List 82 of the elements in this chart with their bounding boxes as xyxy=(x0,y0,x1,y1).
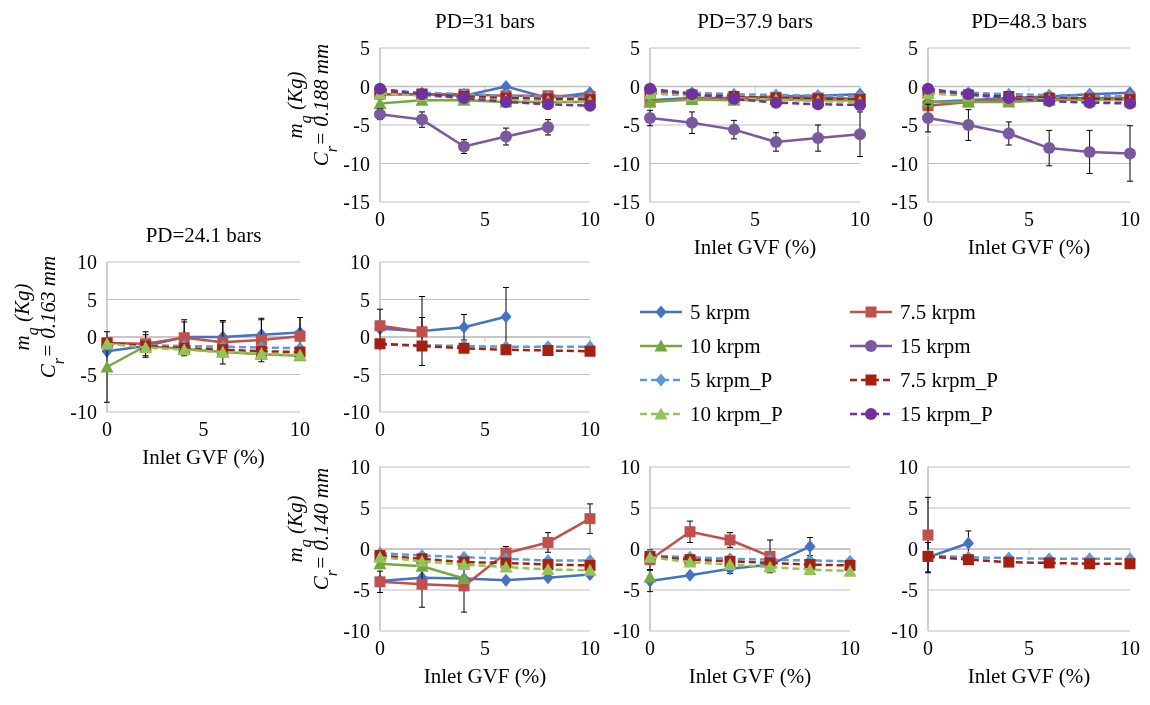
y-tick-label: -5 xyxy=(353,363,370,386)
x-tick-label: 10 xyxy=(580,637,600,659)
y-tick-label: -5 xyxy=(901,579,918,601)
x-tick-label: 10 xyxy=(580,208,600,230)
y-tick-label: 0 xyxy=(908,538,918,560)
y-tick-label: 0 xyxy=(87,326,97,348)
x-tick-label: 10 xyxy=(850,208,870,230)
y-tick-label: 10 xyxy=(898,456,918,478)
y-tick-label: -10 xyxy=(613,620,640,642)
y-tick-label: 5 xyxy=(630,37,640,59)
y-tick-label: -10 xyxy=(343,620,370,642)
x-tick-label: 10 xyxy=(840,637,860,659)
y-tick-label: -10 xyxy=(343,152,370,175)
y-tick-label: -10 xyxy=(613,152,640,175)
x-axis-title: Inlet GVF (%) xyxy=(967,235,1091,259)
x-tick-label: 5 xyxy=(750,208,760,230)
y-tick-label: -10 xyxy=(891,152,918,175)
x-axis-title: Inlet GVF (%) xyxy=(688,664,812,688)
x-tick-label: 0 xyxy=(102,418,112,440)
y-tick-label: 0 xyxy=(360,538,370,560)
y-tick-label: 5 xyxy=(908,497,918,519)
x-axis-title: Inlet GVF (%) xyxy=(423,664,547,688)
x-tick-label: 0 xyxy=(923,208,933,230)
x-tick-label: 0 xyxy=(645,208,655,230)
x-tick-label: 0 xyxy=(923,637,933,659)
y-tick-label: -15 xyxy=(343,191,370,213)
x-tick-label: 5 xyxy=(1024,637,1034,659)
y-tick-label: -5 xyxy=(623,579,640,601)
x-tick-label: 5 xyxy=(480,637,490,659)
legend-label: 10 krpm xyxy=(690,334,761,359)
x-tick-label: 0 xyxy=(375,208,385,230)
x-tick-label: 5 xyxy=(745,637,755,659)
y-tick-label: 0 xyxy=(908,75,918,98)
y-tick-label: -10 xyxy=(891,620,918,642)
y-tick-label: -15 xyxy=(891,191,918,213)
x-tick-label: 5 xyxy=(480,208,490,230)
x-tick-label: 10 xyxy=(1120,637,1140,659)
y-tick-label: 5 xyxy=(360,497,370,519)
y-tick-label: 5 xyxy=(360,288,370,311)
y-tick-label: 5 xyxy=(87,288,97,311)
y-tick-label: -5 xyxy=(353,114,370,136)
y-tick-label: 10 xyxy=(350,456,370,478)
x-tick-label: 5 xyxy=(480,418,490,440)
legend-label: 15 krpm xyxy=(900,334,971,359)
y-tick-label: 10 xyxy=(350,251,370,273)
y-tick-label: 0 xyxy=(360,326,370,348)
x-tick-label: 0 xyxy=(375,418,385,440)
y-tick-label: 0 xyxy=(360,75,370,98)
legend-label: 5 krpm xyxy=(690,300,751,325)
y-tick-label: -5 xyxy=(353,579,370,601)
y-tick-label: 0 xyxy=(630,538,640,560)
y-tick-label: -10 xyxy=(343,401,370,423)
y-tick-label: 5 xyxy=(908,37,918,59)
legend-label: 7.5 krpm xyxy=(900,300,976,325)
x-tick-label: 10 xyxy=(1120,208,1140,230)
x-tick-label: 5 xyxy=(198,418,209,440)
y-tick-label: 10 xyxy=(77,251,97,273)
x-tick-label: 0 xyxy=(375,637,385,659)
chart-title: PD=48.3 bars xyxy=(971,9,1087,33)
legend-label: 5 krpm_P xyxy=(690,368,773,393)
y-tick-label: 5 xyxy=(360,37,370,59)
y-tick-label: -5 xyxy=(901,114,918,136)
y-tick-label: -5 xyxy=(80,363,97,386)
legend-label: 7.5 krpm_P xyxy=(900,368,999,393)
y-tick-label: 5 xyxy=(630,497,640,519)
chart-title: PD=31 bars xyxy=(435,9,535,33)
legend-label: 15 krpm_P xyxy=(900,402,993,427)
y-tick-label: -15 xyxy=(613,191,640,213)
chart-title: PD=24.1 bars xyxy=(145,223,262,247)
y-tick-label: 10 xyxy=(620,456,640,478)
x-axis-title: Inlet GVF (%) xyxy=(967,664,1091,688)
x-axis-title: Inlet GVF (%) xyxy=(142,445,265,469)
chart-title: PD=37.9 bars xyxy=(697,9,813,33)
y-tick-label: 0 xyxy=(630,75,640,98)
x-tick-label: 10 xyxy=(290,418,310,440)
y-tick-label: -5 xyxy=(623,114,640,136)
legend-label: 10 krpm_P xyxy=(690,402,783,427)
x-tick-label: 10 xyxy=(580,418,600,440)
x-tick-label: 5 xyxy=(1024,208,1034,230)
x-axis-title: Inlet GVF (%) xyxy=(693,235,817,259)
y-tick-label: -10 xyxy=(70,401,97,423)
x-tick-label: 0 xyxy=(645,637,655,659)
